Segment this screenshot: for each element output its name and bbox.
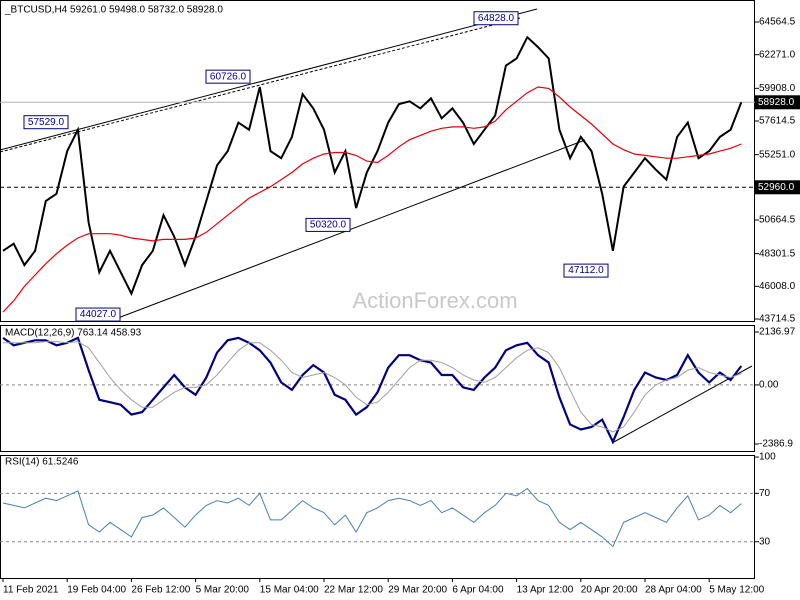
annotation-box	[473, 11, 519, 26]
x-tick-label: 6 Apr 04:00	[452, 585, 504, 596]
y-tick-label: 50664.5	[759, 215, 796, 226]
annotation-box	[205, 69, 251, 84]
y-tick-label: 2136.97	[759, 327, 796, 338]
x-tick-label: 11 Feb 2021	[3, 585, 59, 596]
annotation-label: 57529.0	[28, 117, 65, 128]
channel-upper	[0, 8, 538, 151]
x-tick-label: 26 Feb 12:00	[131, 585, 190, 596]
macd-title: MACD(12,26,9) 763.14 458.93	[5, 328, 142, 339]
price-title: _BTCUSD,H4 59261.0 59498.0 58732.0 58928…	[4, 5, 223, 16]
series-line	[3, 341, 742, 433]
y-tick-label: 55251.0	[759, 149, 796, 160]
annotation-box	[305, 217, 351, 232]
x-tick-label: 29 Mar 20:00	[388, 585, 447, 596]
x-tick-label: 5 May 12:00	[709, 585, 764, 596]
annotation-box	[23, 115, 69, 130]
price-panel	[0, 0, 755, 322]
series-line	[2, 487, 742, 548]
channel-lower	[117, 139, 586, 319]
channel-parallel	[0, 17, 521, 153]
x-tick-label: 5 Mar 20:00	[196, 585, 250, 596]
x-tick-label: 15 Mar 04:00	[260, 585, 319, 596]
annotation-label: 64828.0	[478, 13, 515, 24]
y-tick-label: 62271.0	[759, 49, 796, 60]
y-tick-label: 46008.0	[759, 281, 796, 292]
x-tick-label: 13 Apr 12:00	[517, 585, 574, 596]
rsi-title: RSI(14) 61.5246	[5, 457, 79, 468]
series-line	[2, 86, 742, 313]
price-label: 58928.0	[758, 97, 795, 108]
y-tick-label: 30	[759, 536, 771, 547]
annotation-label: 44027.0	[80, 309, 117, 320]
y-tick-label: 57614.5	[759, 116, 796, 127]
x-tick-label: 20 Apr 20:00	[581, 585, 638, 596]
annotation-box	[563, 263, 609, 278]
annotation-label: 50320.0	[310, 220, 347, 231]
y-tick-label: 0.00	[759, 380, 779, 391]
y-tick-label: 48301.5	[759, 248, 796, 259]
price-box	[755, 95, 800, 110]
level-box	[755, 180, 800, 195]
annotation-label: 60726.0	[210, 71, 247, 82]
rsi-panel	[0, 455, 755, 579]
watermark: ActionForex.com	[352, 288, 517, 313]
y-tick-label: 64564.5	[759, 17, 796, 28]
y-tick-label: 100	[759, 452, 776, 463]
y-tick-label: 59908.0	[759, 83, 796, 94]
x-tick-label: 19 Feb 04:00	[67, 585, 126, 596]
level-label: 52960.0	[758, 182, 795, 193]
y-tick-label: 70	[759, 488, 771, 499]
x-tick-label: 28 Apr 04:00	[645, 585, 702, 596]
annotation-box	[75, 307, 121, 322]
y-tick-label: 43714.5	[759, 314, 796, 325]
annotation-label: 47112.0	[568, 265, 604, 276]
x-tick-label: 22 Mar 12:00	[324, 585, 383, 596]
y-tick-label: -2386.9	[759, 439, 793, 450]
macd-panel	[0, 325, 755, 452]
